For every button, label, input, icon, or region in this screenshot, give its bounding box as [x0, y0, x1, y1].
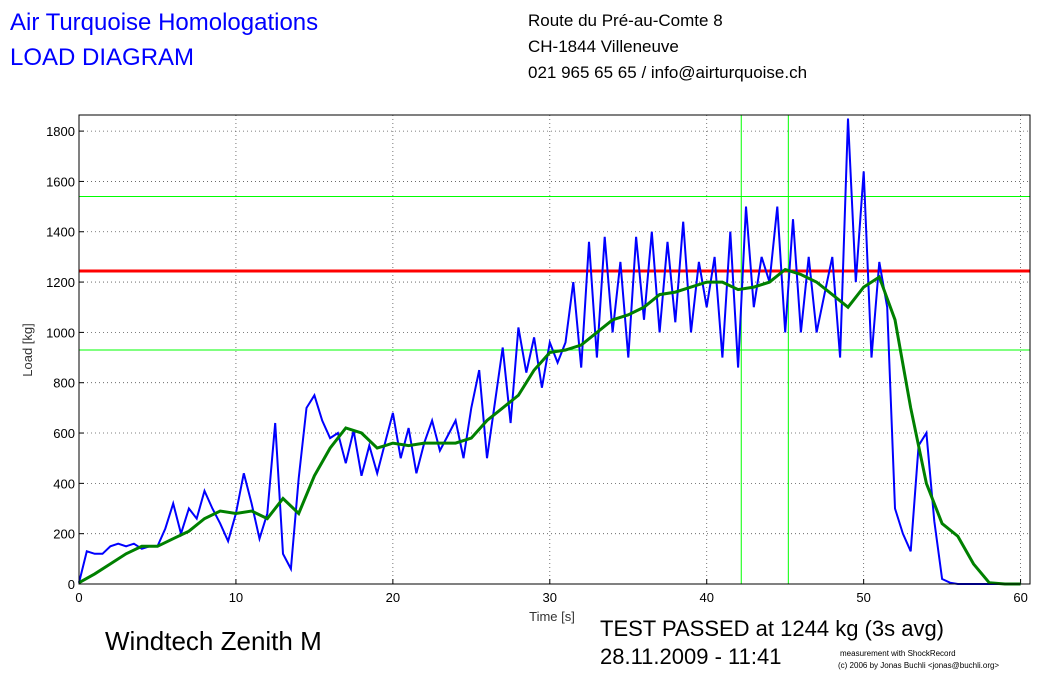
- y-tick-label: 0: [68, 577, 75, 592]
- x-tick-label: 40: [699, 590, 713, 605]
- y-axis-label: Load [kg]: [20, 323, 35, 377]
- header-subtitle: LOAD DIAGRAM: [10, 44, 194, 71]
- header-title: Air Turquoise Homologations: [10, 9, 318, 36]
- y-tick-label: 1000: [46, 325, 75, 340]
- x-axis-label: Time [s]: [529, 609, 575, 624]
- x-tick-label: 60: [1013, 590, 1027, 605]
- test-result: TEST PASSED at 1244 kg (3s avg): [600, 616, 944, 641]
- y-tick-label: 1800: [46, 124, 75, 139]
- y-tick-label: 200: [53, 527, 75, 542]
- y-tick-label: 1600: [46, 174, 75, 189]
- x-tick-label: 20: [386, 590, 400, 605]
- address-line: 021 965 65 65 / info@airturquoise.ch: [528, 63, 807, 82]
- y-tick-label: 1400: [46, 225, 75, 240]
- x-tick-label: 50: [856, 590, 870, 605]
- address-line: CH-1844 Villeneuve: [528, 37, 679, 56]
- plot: 0 200 400 600 800 1000 1200 1400 1600 1800 0 10 20 30…: [46, 114, 1031, 605]
- y-tick-label: 800: [53, 376, 75, 391]
- data-line: [78, 267, 1021, 586]
- test-date: 28.11.2009 - 11:41: [600, 644, 781, 669]
- data-line: [78, 118, 1021, 585]
- credit: (c) 2006 by Jonas Buchli <jonas@buchli.o…: [838, 661, 999, 670]
- y-tick-label: 1200: [46, 275, 75, 290]
- plot-area: [79, 115, 1030, 584]
- x-tick-label: 30: [543, 590, 557, 605]
- address-line: Route du Pré-au-Comte 8: [528, 11, 723, 30]
- glider-name: Windtech Zenith M: [105, 626, 322, 656]
- x-tick-label: 0: [75, 590, 82, 605]
- plot-frame: [78, 114, 1031, 585]
- credit: measurement with ShockRecord: [840, 649, 956, 658]
- y-tick-label: 400: [53, 476, 75, 491]
- x-tick-label: 10: [229, 590, 243, 605]
- y-tick-label: 600: [53, 426, 75, 441]
